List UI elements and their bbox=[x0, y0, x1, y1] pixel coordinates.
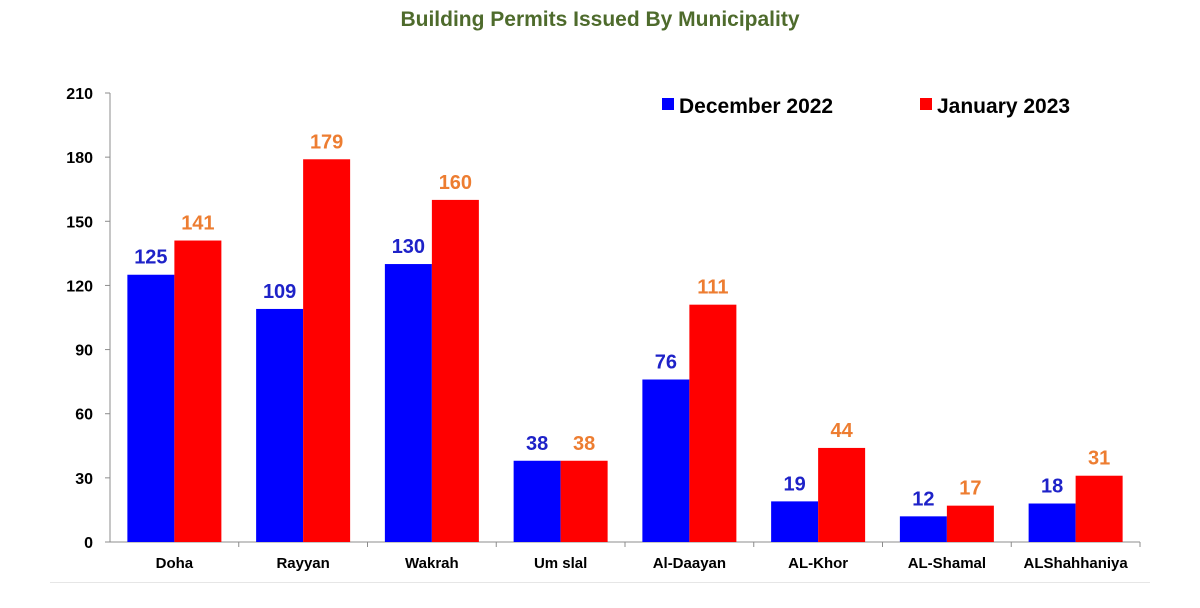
bar-january-2023 bbox=[946, 505, 994, 542]
bars bbox=[127, 159, 1123, 542]
bar-december-2022 bbox=[513, 460, 561, 542]
bar-january-2023 bbox=[560, 460, 608, 542]
bar-january-2023 bbox=[818, 447, 866, 542]
x-tick-label: Rayyan bbox=[276, 555, 329, 572]
bar-december-2022 bbox=[899, 516, 947, 542]
data-label: 38 bbox=[526, 433, 548, 455]
y-tick-label: 0 bbox=[84, 535, 93, 552]
bar-january-2023 bbox=[431, 199, 479, 542]
data-label: 18 bbox=[1041, 476, 1063, 498]
bar-january-2023 bbox=[174, 240, 222, 542]
legend-label: January 2023 bbox=[937, 95, 1070, 118]
data-label: 31 bbox=[1088, 448, 1110, 470]
y-tick-label: 60 bbox=[75, 407, 93, 424]
bar-december-2022 bbox=[256, 308, 304, 542]
legend-swatch bbox=[920, 98, 932, 110]
x-tick-label: ALShahhaniya bbox=[1024, 555, 1129, 572]
bar-december-2022 bbox=[642, 379, 690, 542]
legend: December 2022 January 2023 bbox=[662, 95, 1070, 118]
y-tick-label: 30 bbox=[75, 471, 93, 488]
data-labels: 125 141 109 179 130 160 38 38 76 111 19 44 12 17 18 31 bbox=[134, 131, 1110, 510]
bar-december-2022 bbox=[1028, 503, 1076, 542]
y-axis: 0 30 60 90 120 150 180 210 bbox=[66, 86, 111, 552]
data-label: 130 bbox=[392, 236, 425, 258]
bar-december-2022 bbox=[771, 501, 819, 542]
y-tick-label: 90 bbox=[75, 343, 93, 360]
x-tick-label: Al-Daayan bbox=[653, 555, 726, 572]
y-tick-label: 120 bbox=[66, 278, 93, 295]
x-tick-label: AL-Khor bbox=[788, 555, 848, 572]
chart-title: Building Permits Issued By Municipality bbox=[400, 8, 800, 31]
y-tick-label: 150 bbox=[66, 214, 93, 231]
bar-january-2023 bbox=[303, 159, 351, 542]
bar-december-2022 bbox=[384, 264, 432, 542]
data-label: 111 bbox=[697, 277, 728, 299]
data-label: 38 bbox=[573, 433, 595, 455]
data-label: 19 bbox=[784, 473, 806, 495]
y-tick-label: 210 bbox=[66, 86, 93, 103]
legend-swatch bbox=[662, 98, 674, 110]
x-tick-label: Um slal bbox=[534, 555, 587, 572]
data-label: 17 bbox=[959, 478, 981, 500]
data-label: 141 bbox=[181, 213, 214, 235]
data-label: 44 bbox=[831, 420, 854, 442]
bar-december-2022 bbox=[127, 274, 175, 542]
x-tick-label: Wakrah bbox=[405, 555, 459, 572]
x-tick-label: Doha bbox=[156, 555, 194, 572]
data-label: 12 bbox=[912, 488, 934, 510]
bar-january-2023 bbox=[689, 304, 737, 542]
legend-label: December 2022 bbox=[679, 95, 833, 118]
data-label: 109 bbox=[263, 281, 296, 303]
data-label: 76 bbox=[655, 352, 677, 374]
bar-january-2023 bbox=[1075, 475, 1123, 542]
y-tick-label: 180 bbox=[66, 150, 93, 167]
data-label: 160 bbox=[439, 172, 472, 194]
data-label: 179 bbox=[310, 131, 343, 153]
data-label: 125 bbox=[134, 247, 167, 269]
x-tick-label: AL-Shamal bbox=[908, 555, 986, 572]
x-axis: Doha Rayyan Wakrah Um slal Al-Daayan AL-Khor A… bbox=[110, 541, 1141, 572]
footer-divider bbox=[50, 582, 1150, 583]
